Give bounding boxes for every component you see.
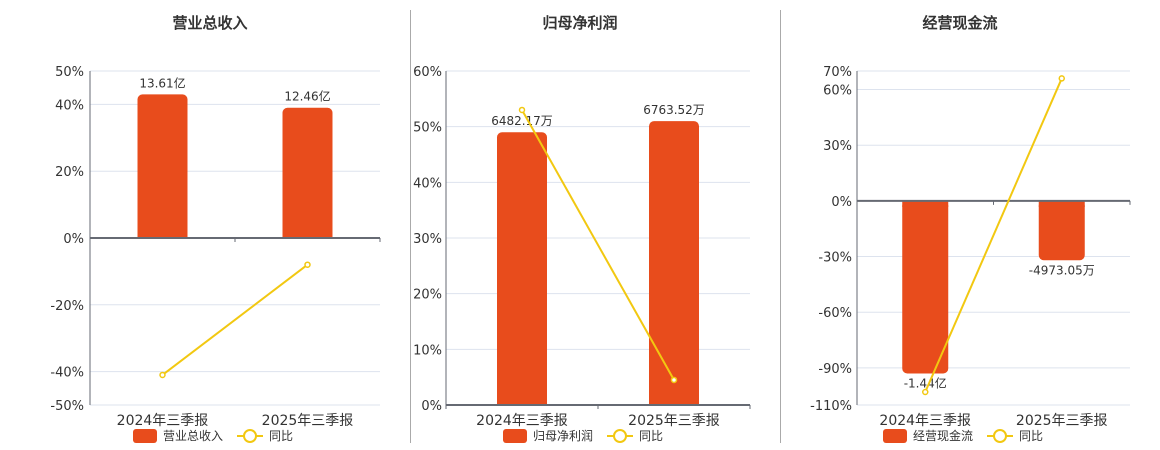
- y-tick-label: 0%: [421, 399, 442, 414]
- y-tick-label: 40%: [55, 98, 84, 113]
- y-tick-label: -20%: [50, 299, 84, 314]
- chart-cash-flow: 70% 60% 30% 0% -30% -60% -90% -110% -1.44亿 -4973.…: [810, 65, 1131, 429]
- y-tick-label: 50%: [413, 121, 442, 136]
- bar-base: [282, 232, 333, 238]
- chart-title-net-profit: 归母净利润: [542, 14, 618, 32]
- y-tick-label: 0%: [831, 195, 852, 210]
- y-tick-label: -50%: [50, 399, 84, 414]
- y-tick-label: 10%: [413, 343, 442, 358]
- bar[interactable]: [649, 121, 699, 405]
- y-tick-label: 30%: [823, 139, 852, 154]
- legend-cash-flow: 经营现金流 同比: [883, 427, 1043, 444]
- legend-line-label[interactable]: 同比: [1019, 429, 1044, 443]
- yoy-point[interactable]: [670, 376, 678, 384]
- y-tick-label: -30%: [818, 251, 852, 266]
- legend-bar-swatch: [883, 428, 907, 443]
- yoy-point[interactable]: [1058, 75, 1065, 82]
- yoy-point[interactable]: [159, 371, 166, 379]
- legend-line-label[interactable]: 同比: [269, 429, 294, 443]
- yoy-line: [924, 78, 1063, 393]
- bar-value-label: -4973.05万: [1029, 263, 1095, 277]
- y-tick-label: 0%: [63, 232, 84, 247]
- bar-value-label: -1.44亿: [904, 375, 947, 390]
- legend-bar-swatch: [503, 428, 527, 443]
- bar-base: [137, 232, 188, 238]
- yoy-line: [521, 109, 675, 381]
- bar[interactable]: [1038, 200, 1085, 261]
- bar-value-label: 12.46亿: [284, 89, 330, 104]
- yoy-line: [161, 263, 309, 376]
- divider-1: [410, 10, 411, 443]
- y-tick-label: 30%: [413, 232, 442, 247]
- bar-base: [902, 200, 949, 207]
- legend-bar-label[interactable]: 归母净利润: [533, 429, 594, 443]
- chart-title-revenue: 营业总收入: [172, 14, 248, 32]
- chart-revenue: 50% 40% 20% 0% -20% -40% -50% 13.61亿 12.46亿 2024年…: [50, 65, 381, 429]
- legend-net-profit: 归母净利润 同比: [503, 427, 663, 444]
- y-tick-label: 70%: [823, 65, 852, 80]
- y-tick-label: 20%: [413, 288, 442, 303]
- bar-base: [1038, 200, 1085, 207]
- x-category-label: 2024年三季报: [117, 413, 209, 429]
- legend-line-icon: [237, 428, 264, 443]
- bar-value-label: 6482.17万: [491, 114, 553, 128]
- legend-line-label[interactable]: 同比: [639, 429, 664, 443]
- bar[interactable]: [282, 107, 333, 239]
- chart-title-cash-flow: 经营现金流: [922, 14, 998, 32]
- x-category-label: 2025年三季报: [262, 413, 354, 429]
- bar-base: [649, 399, 699, 405]
- y-tick-label: 40%: [413, 176, 442, 191]
- divider-2: [780, 10, 781, 443]
- legend-bar-label[interactable]: 经营现金流: [913, 429, 974, 443]
- y-tick-label: -110%: [810, 399, 852, 414]
- legend-bar-swatch: [133, 428, 157, 443]
- bar[interactable]: [137, 94, 188, 238]
- x-category-label: 2024年三季报: [476, 413, 568, 429]
- x-category-label: 2025年三季报: [1016, 413, 1108, 429]
- y-tick-label: 20%: [55, 165, 84, 180]
- y-tick-label: -60%: [818, 306, 852, 321]
- bar-base: [497, 399, 547, 405]
- y-tick-label: 60%: [413, 65, 442, 80]
- legend-line-icon: [607, 428, 634, 443]
- x-category-label: 2024年三季报: [879, 413, 971, 429]
- yoy-point[interactable]: [922, 388, 929, 396]
- bar-value-label: 13.61亿: [139, 75, 185, 90]
- legend-line-icon: [987, 428, 1014, 443]
- y-tick-label: 50%: [55, 65, 84, 80]
- y-tick-label: -90%: [818, 362, 852, 377]
- bar[interactable]: [902, 200, 949, 374]
- x-category-label: 2025年三季报: [628, 413, 720, 429]
- chart-net-profit: 60% 50% 40% 30% 20% 10% 0% 6482.17万 6763.52万 2024…: [413, 65, 751, 429]
- y-tick-label: 60%: [823, 84, 852, 99]
- bar-value-label: 6763.52万: [643, 103, 705, 117]
- yoy-point[interactable]: [518, 106, 526, 114]
- y-tick-label: -40%: [50, 366, 84, 381]
- bar[interactable]: [497, 132, 547, 405]
- yoy-point[interactable]: [304, 261, 311, 268]
- legend-bar-label[interactable]: 营业总收入: [163, 429, 224, 443]
- legend-revenue: 营业总收入 同比: [133, 427, 293, 444]
